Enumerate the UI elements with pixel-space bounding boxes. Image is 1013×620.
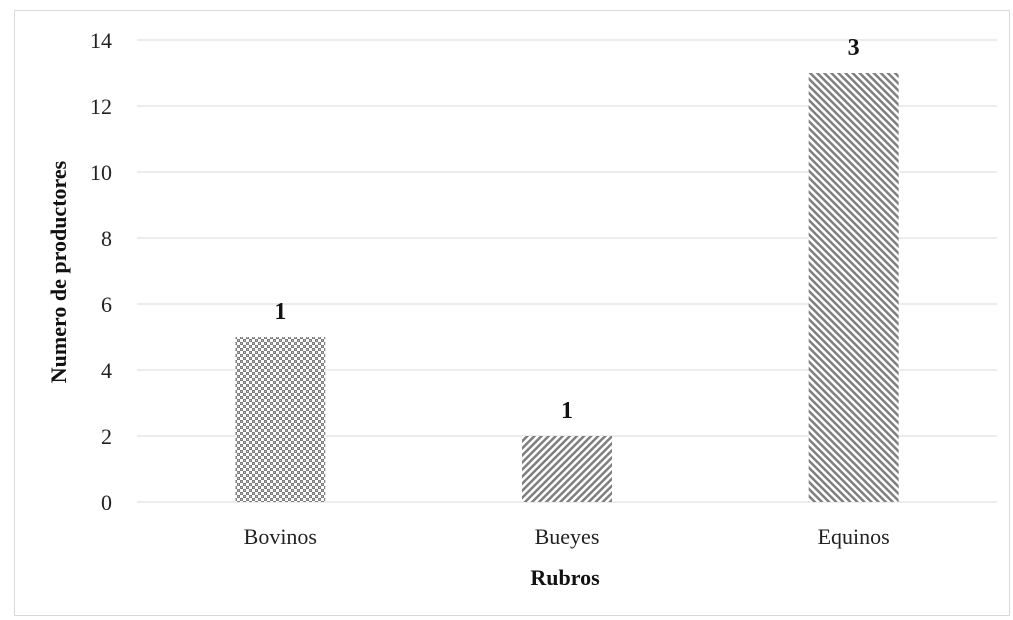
- bar-bueyes: [522, 436, 612, 502]
- y-tick-label: 4: [101, 358, 112, 383]
- data-label: 1: [561, 398, 573, 424]
- data-label: 1: [274, 299, 286, 325]
- x-tick-label: Bovinos: [244, 524, 317, 549]
- bar-bovinos: [235, 337, 326, 502]
- x-tick-label: Bueyes: [535, 524, 600, 549]
- y-axis-title: Numero de productores: [46, 160, 71, 383]
- y-tick-label: 8: [101, 226, 112, 251]
- y-tick-label: 10: [90, 160, 112, 185]
- y-tick-label: 2: [101, 424, 112, 449]
- y-tick-label: 0: [101, 490, 112, 515]
- y-axis-ticks: 0 2 4 6 8 10 12 14: [90, 28, 112, 515]
- y-tick-label: 6: [101, 292, 112, 317]
- y-tick-label: 14: [90, 28, 112, 53]
- data-label: 3: [848, 35, 860, 61]
- x-axis-ticks: Bovinos Bueyes Equinos: [244, 524, 890, 549]
- bar-equinos: [808, 73, 899, 502]
- x-axis-title: Rubros: [530, 565, 600, 590]
- y-tick-label: 12: [90, 94, 112, 119]
- bars: 1 1 3: [235, 35, 899, 502]
- x-tick-label: Equinos: [818, 524, 890, 549]
